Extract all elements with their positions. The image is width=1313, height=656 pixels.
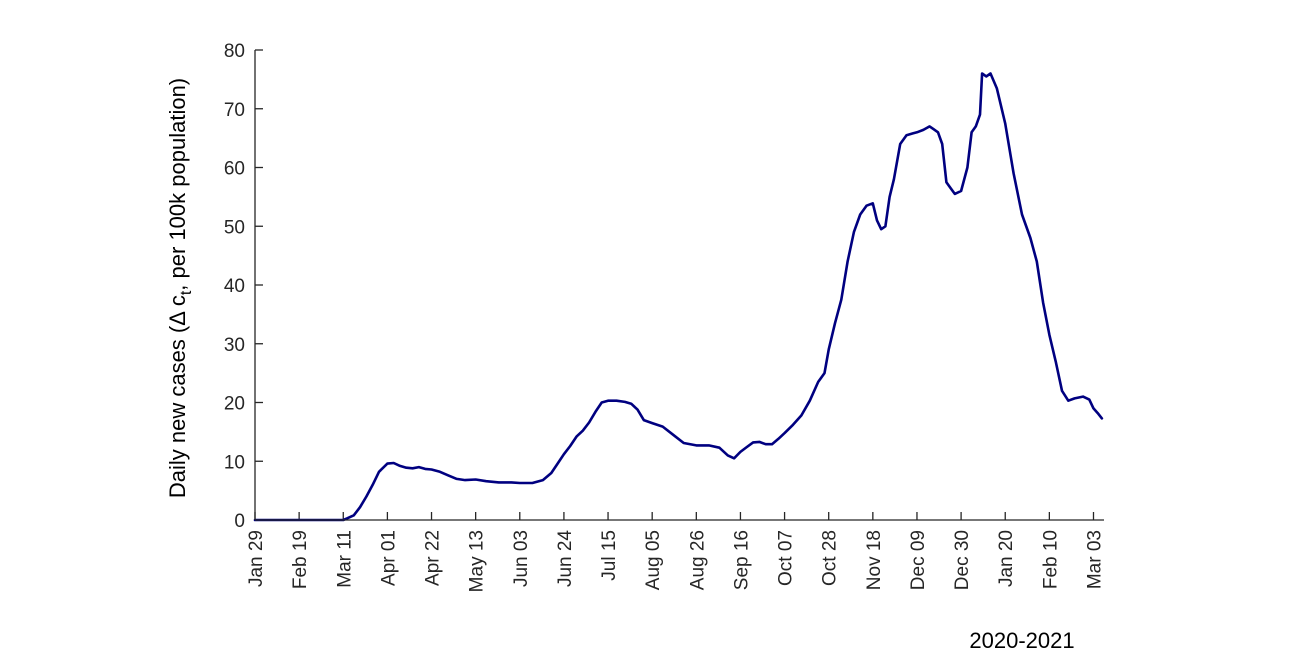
x-tick-label: Aug 05 [643,530,664,590]
x-tick-label: Jan 20 [996,530,1017,587]
y-tick-label: 50 [224,217,245,238]
x-tick-label: Jul 15 [599,530,620,581]
y-tick-label: 30 [224,335,245,356]
y-tick-label: 80 [224,41,245,62]
x-tick-label: Mar 03 [1084,530,1105,589]
x-tick-label: Apr 22 [423,530,444,586]
y-tick-label: 10 [224,452,245,473]
x-tick-label: Oct 07 [776,530,797,586]
x-tick-label: Feb 19 [290,530,311,589]
x-tick-label: May 13 [467,530,488,592]
x-tick-label: Oct 28 [820,530,841,586]
y-tick-label: 70 [224,100,245,121]
x-tick-label: Jun 24 [555,530,576,587]
x-tick-label: Nov 18 [864,530,885,590]
x-tick-label: Apr 01 [378,530,399,586]
x-tick-label: Jun 03 [511,530,532,587]
x-tick-label: Dec 09 [908,530,929,590]
x-tick-label: Jan 29 [246,530,267,587]
x-tick-label: Mar 11 [334,530,355,588]
y-tick-label: 0 [234,511,245,532]
y-axis-ticks: 0 10 20 30 40 50 60 70 80 [224,41,263,532]
x-tick-label: Dec 30 [952,530,973,590]
x-tick-label: Aug 26 [687,530,708,590]
x-tick-label: Sep 16 [731,530,752,590]
series-line-daily-new-cases [253,72,1104,522]
x-axis-ticks: Jan 29 Feb 19 Mar 11 Apr 01 Apr 22 May 13 Jun … [246,512,1105,592]
y-tick-label: 40 [224,276,245,297]
y-tick-label: 60 [224,159,245,180]
x-axis-label: 2020-2021 [969,628,1074,653]
x-tick-label: Feb 10 [1040,530,1061,589]
y-tick-label: 20 [224,394,245,415]
y-axis-label: Daily new cases (Δ ct, per 100k populati… [165,78,195,498]
